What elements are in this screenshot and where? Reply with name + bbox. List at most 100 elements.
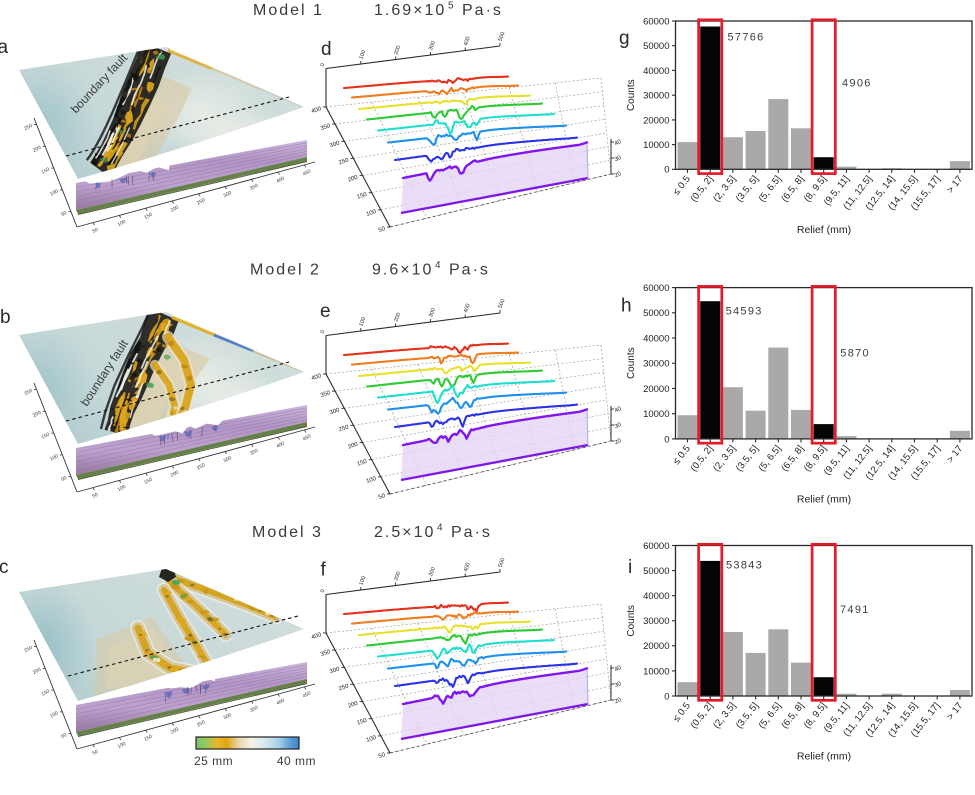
svg-text:Counts: Counts xyxy=(626,347,637,379)
svg-text:30000: 30000 xyxy=(643,91,669,102)
svg-text:50: 50 xyxy=(92,227,100,235)
svg-text:400: 400 xyxy=(275,441,285,450)
svg-text:50: 50 xyxy=(378,226,387,234)
svg-text:40000: 40000 xyxy=(643,333,669,344)
svg-text:7491: 7491 xyxy=(840,604,870,616)
svg-text:350: 350 xyxy=(249,183,259,192)
svg-text:5: 5 xyxy=(448,1,454,12)
svg-text:Pa·s: Pa·s xyxy=(462,2,503,19)
svg-text:150: 150 xyxy=(356,718,368,727)
svg-text:57766: 57766 xyxy=(728,32,765,44)
svg-text:50: 50 xyxy=(92,492,100,500)
svg-text:30: 30 xyxy=(614,681,623,690)
svg-text:100: 100 xyxy=(359,575,368,586)
svg-text:300: 300 xyxy=(428,566,437,577)
svg-text:50: 50 xyxy=(92,749,100,757)
svg-text:9.6×10: 9.6×10 xyxy=(372,262,433,279)
svg-text:40: 40 xyxy=(614,139,623,148)
svg-text:0: 0 xyxy=(320,63,327,68)
svg-text:0: 0 xyxy=(320,589,327,594)
svg-text:150: 150 xyxy=(356,459,368,468)
svg-text:250: 250 xyxy=(338,683,350,692)
svg-text:50000: 50000 xyxy=(643,308,669,319)
svg-text:250: 250 xyxy=(338,157,350,166)
svg-text:400: 400 xyxy=(311,373,323,382)
svg-text:4906: 4906 xyxy=(842,78,872,90)
svg-text:20: 20 xyxy=(614,697,623,706)
svg-text:h: h xyxy=(621,296,632,317)
svg-text:400: 400 xyxy=(311,632,323,641)
svg-text:1.69×10: 1.69×10 xyxy=(374,2,446,19)
svg-text:4: 4 xyxy=(435,260,441,271)
svg-text:50000: 50000 xyxy=(643,41,669,52)
svg-text:250: 250 xyxy=(23,123,33,132)
svg-text:150: 150 xyxy=(41,431,51,440)
svg-text:200: 200 xyxy=(170,469,180,478)
svg-text:10000: 10000 xyxy=(643,409,669,420)
svg-text:4: 4 xyxy=(437,523,443,534)
svg-text:400: 400 xyxy=(275,698,285,707)
svg-text:200: 200 xyxy=(347,701,359,710)
svg-text:40: 40 xyxy=(614,665,623,674)
svg-text:200: 200 xyxy=(32,410,42,419)
svg-text:10000: 10000 xyxy=(643,666,669,677)
svg-text:54593: 54593 xyxy=(726,306,763,318)
svg-text:c: c xyxy=(0,557,9,578)
svg-text:100: 100 xyxy=(359,316,368,327)
svg-text:300: 300 xyxy=(223,190,233,199)
svg-text:53843: 53843 xyxy=(726,560,763,572)
svg-text:450: 450 xyxy=(302,690,312,699)
svg-text:b: b xyxy=(0,307,11,328)
svg-text:Counts: Counts xyxy=(626,605,637,637)
svg-text:100: 100 xyxy=(117,484,127,493)
svg-text:e: e xyxy=(320,301,331,322)
svg-text:20: 20 xyxy=(614,171,623,180)
svg-text:40: 40 xyxy=(614,406,623,415)
svg-text:0: 0 xyxy=(664,691,669,702)
svg-text:400: 400 xyxy=(463,36,472,47)
svg-text:200: 200 xyxy=(347,442,359,451)
svg-text:40000: 40000 xyxy=(643,591,669,602)
svg-text:200: 200 xyxy=(170,726,180,735)
svg-text:Pa·s: Pa·s xyxy=(451,524,492,541)
svg-text:f: f xyxy=(321,560,327,581)
svg-text:50: 50 xyxy=(378,493,387,501)
svg-text:30: 30 xyxy=(614,155,623,164)
svg-text:400: 400 xyxy=(275,176,285,185)
svg-text:350: 350 xyxy=(320,649,332,658)
svg-text:300: 300 xyxy=(223,712,233,721)
svg-text:40 mm: 40 mm xyxy=(277,754,316,768)
svg-text:25 mm: 25 mm xyxy=(194,754,233,768)
svg-text:2.5×10: 2.5×10 xyxy=(374,524,435,541)
svg-text:0: 0 xyxy=(664,434,669,445)
svg-text:500: 500 xyxy=(498,31,507,42)
svg-text:150: 150 xyxy=(143,212,153,221)
svg-text:150: 150 xyxy=(356,192,368,201)
svg-text:250: 250 xyxy=(338,424,350,433)
svg-text:a: a xyxy=(0,37,9,58)
svg-text:450: 450 xyxy=(302,433,312,442)
svg-text:500: 500 xyxy=(498,298,507,309)
svg-text:20000: 20000 xyxy=(643,115,669,126)
svg-text:250: 250 xyxy=(196,719,206,728)
svg-text:100: 100 xyxy=(117,741,127,750)
svg-text:350: 350 xyxy=(249,705,259,714)
svg-text:200: 200 xyxy=(32,145,42,154)
svg-text:200: 200 xyxy=(170,204,180,213)
svg-text:30: 30 xyxy=(614,422,623,431)
svg-text:100: 100 xyxy=(49,710,59,719)
svg-text:100: 100 xyxy=(117,219,127,228)
svg-text:300: 300 xyxy=(428,307,437,318)
svg-text:Relief (mm): Relief (mm) xyxy=(797,224,851,236)
svg-text:500: 500 xyxy=(498,557,507,568)
svg-text:200: 200 xyxy=(393,312,402,323)
svg-text:Model 3: Model 3 xyxy=(252,524,323,541)
svg-text:60000: 60000 xyxy=(643,541,669,552)
svg-text:20000: 20000 xyxy=(643,641,669,652)
svg-text:Model 2: Model 2 xyxy=(250,262,321,279)
svg-text:Relief (mm): Relief (mm) xyxy=(797,493,851,505)
svg-text:100: 100 xyxy=(366,476,378,485)
svg-text:400: 400 xyxy=(463,303,472,314)
svg-text:200: 200 xyxy=(393,571,402,582)
svg-text:350: 350 xyxy=(320,390,332,399)
